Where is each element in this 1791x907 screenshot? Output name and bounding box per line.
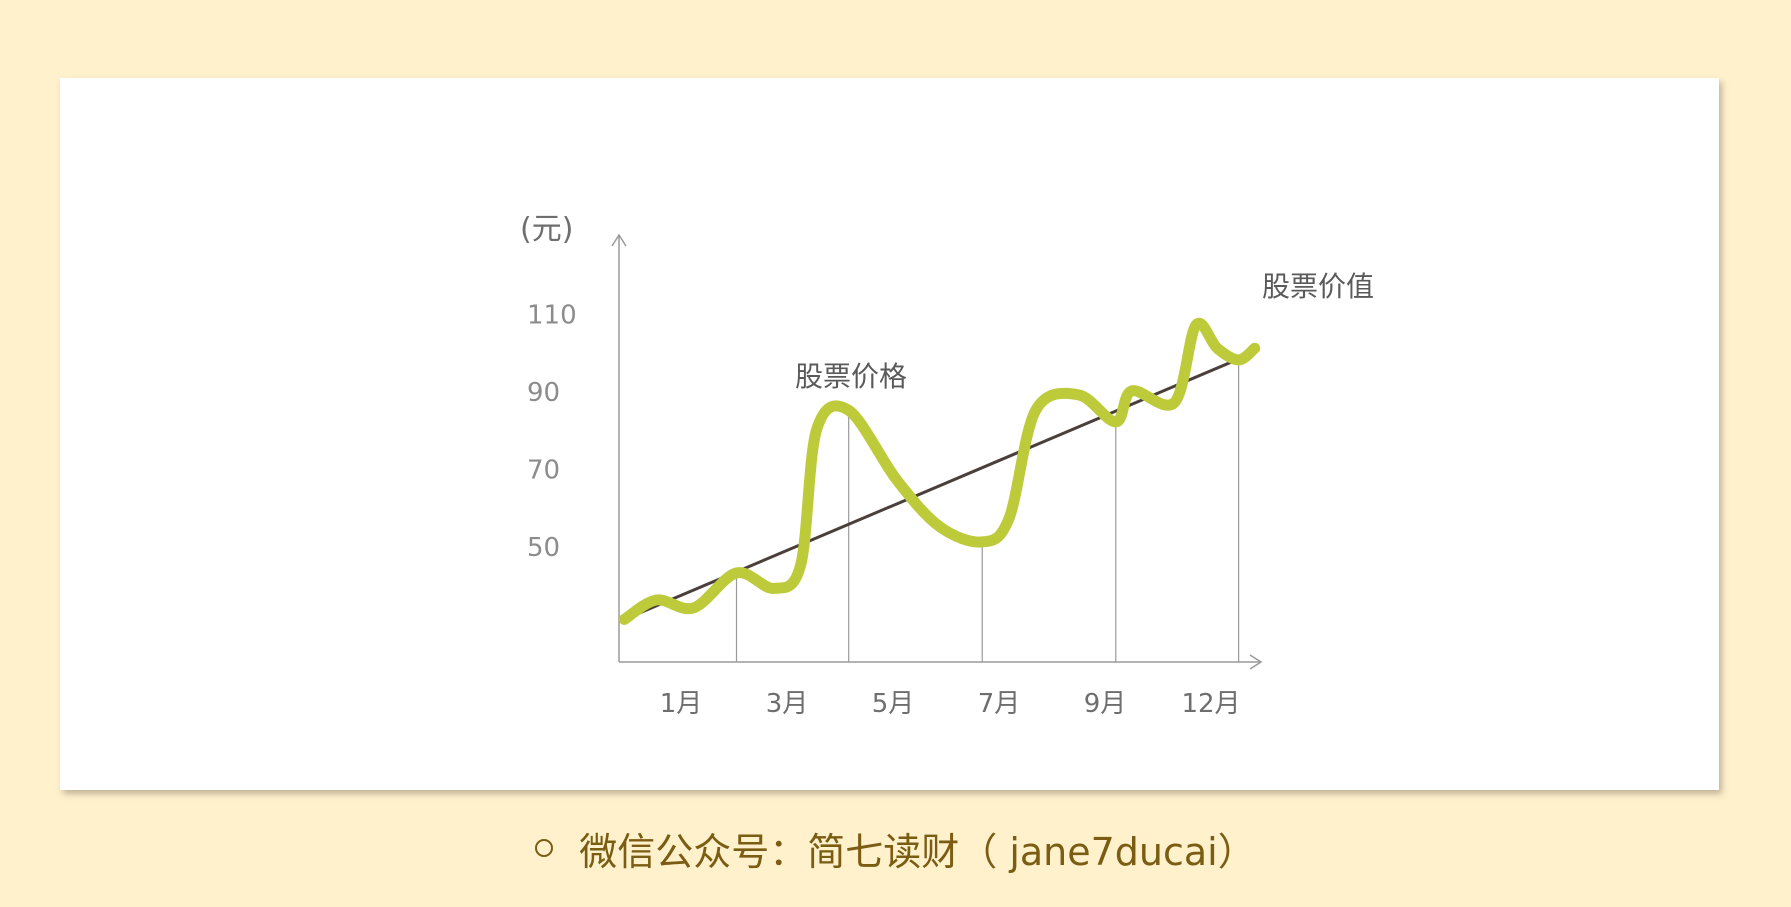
x-tick-label: 5月 [872,689,915,719]
chart-card [60,78,1719,790]
y-tick-label: 90 [527,378,560,408]
y-tick-label: 50 [527,533,560,563]
axes [611,233,1263,670]
price-series-label: 股票价格 [795,360,907,393]
x-tick-label: 7月 [978,689,1021,719]
x-tick-label: 12月 [1181,689,1240,719]
y-axis-unit-label: (元) [520,212,573,247]
y-tick-label: 70 [527,455,560,485]
caption-text: 微信公众号：简七读财（ jane7ducai） [579,830,1256,874]
x-axis-arrow [1249,654,1263,670]
drop-lines [735,359,1240,662]
x-tick-label: 3月 [766,689,809,719]
y-axis-arrow [611,233,627,247]
caption: 微信公众号：简七读财（ jane7ducai） [0,821,1791,876]
x-tick-labels: 1月 3月 5月 7月 9月 12月 [660,689,1241,719]
y-tick-labels: 50 70 90 110 [527,300,577,562]
y-tick-label: 110 [527,300,577,330]
value-series-label: 股票价值 [1262,270,1374,303]
x-tick-label: 9月 [1084,689,1127,719]
price-line [618,317,1261,625]
x-tick-label: 1月 [660,689,703,719]
bullet-circle-icon [535,839,554,857]
